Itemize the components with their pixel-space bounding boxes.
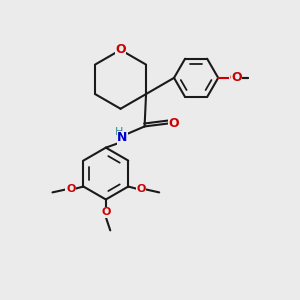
Text: O: O [101, 207, 110, 217]
Text: O: O [229, 73, 239, 83]
Text: O: O [66, 184, 75, 194]
Text: O: O [168, 117, 179, 130]
Text: O: O [136, 184, 146, 194]
Text: O: O [231, 71, 242, 84]
Text: N: N [117, 131, 128, 144]
Text: O: O [115, 44, 126, 56]
Text: H: H [115, 127, 123, 137]
